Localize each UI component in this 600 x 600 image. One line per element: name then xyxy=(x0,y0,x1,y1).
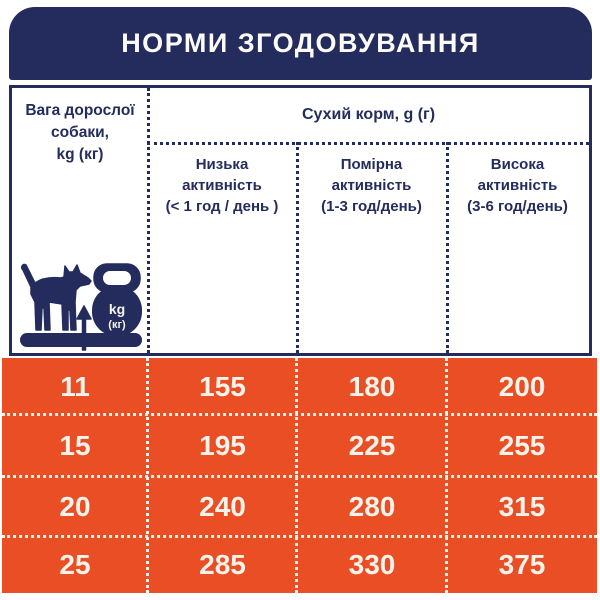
feeding-value: 315 xyxy=(498,491,546,522)
column-divider xyxy=(296,142,299,353)
title-banner: НОРМИ ЗГОДОВУВАННЯ xyxy=(9,7,592,80)
grid-row-divider xyxy=(2,535,597,538)
dry-food-group-header: Сухий корм, g (г) xyxy=(301,106,436,123)
grid-row-divider xyxy=(2,413,597,416)
column-divider xyxy=(147,88,150,353)
dog-weight-illustration: kg (кг) xyxy=(20,263,142,351)
column-header-moderate-activity: Помірна активність (1-3 год/день) xyxy=(296,142,447,217)
kettlebell-unit-en: kg xyxy=(109,301,125,317)
feeding-value: 240 xyxy=(199,491,246,522)
weight-header-line: собаки, xyxy=(51,124,109,141)
column-header-high-activity: Висока активність (3-6 год/день) xyxy=(446,142,589,217)
weight-column-header: Вага дорослої собаки, kg (кг) xyxy=(12,100,148,166)
column-divider xyxy=(446,142,449,353)
kettlebell-unit-ua: (кг) xyxy=(108,319,126,331)
header-row-divider xyxy=(147,142,589,145)
header-line: Висока xyxy=(490,156,545,173)
feeding-value: 330 xyxy=(348,549,396,580)
header-line: (< 1 год / день ) xyxy=(165,198,279,215)
feeding-value: 155 xyxy=(199,370,246,402)
feeding-value: 280 xyxy=(348,491,396,522)
header-line: (3-6 год/день) xyxy=(467,198,568,215)
feeding-value: 285 xyxy=(199,549,246,580)
header-line: активність xyxy=(477,177,558,194)
weight-value: 25 xyxy=(59,549,91,580)
feeding-value: 255 xyxy=(498,430,546,461)
feeding-value: 180 xyxy=(348,370,396,402)
header-line: Низька xyxy=(195,156,249,173)
weight-header-line: kg (кг) xyxy=(56,146,104,163)
weight-value: 15 xyxy=(59,430,91,461)
feeding-value: 195 xyxy=(199,430,246,461)
column-header-low-activity: Низька активність (< 1 год / день ) xyxy=(147,142,297,217)
feeding-value: 200 xyxy=(498,370,546,402)
header-line: (1-3 год/день) xyxy=(321,198,422,215)
header-line: активність xyxy=(182,177,262,194)
header-line: Помірна xyxy=(340,156,403,173)
feeding-values-grid: 11 155 180 200 15 195 225 255 20 240 280… xyxy=(2,358,597,593)
weight-header-line: Вага дорослої xyxy=(25,102,135,119)
header-line: активність xyxy=(331,177,412,194)
weight-value: 11 xyxy=(60,370,90,402)
dog-icon xyxy=(21,263,92,331)
feeding-value: 375 xyxy=(498,549,546,580)
feeding-table-header: Вага дорослої собаки, kg (кг) Сухий корм… xyxy=(9,85,592,356)
grid-row-divider xyxy=(2,475,597,478)
weight-value: 20 xyxy=(59,491,91,522)
page-title: НОРМИ ЗГОДОВУВАННЯ xyxy=(121,28,480,58)
feeding-value: 225 xyxy=(348,430,396,461)
